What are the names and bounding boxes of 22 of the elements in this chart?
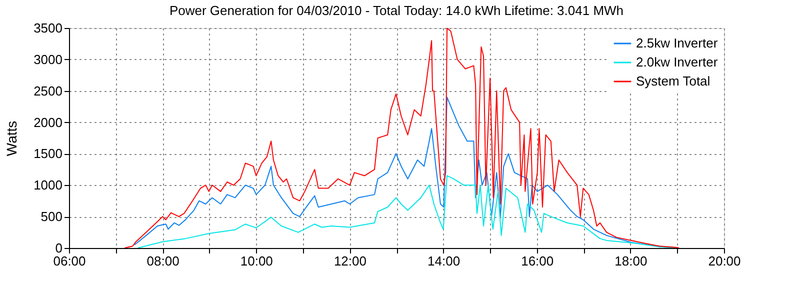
x-tick-label: 20:00	[708, 254, 741, 268]
y-tick-label: 3500	[34, 20, 62, 36]
x-tick-label: 14:00	[428, 254, 460, 268]
x-tick-label: 10:00	[240, 254, 273, 268]
legend-label: System Total	[636, 74, 710, 88]
y-tick-label: 1500	[34, 146, 62, 162]
y-axis-title: Watts	[4, 120, 20, 156]
legend-label: 2.5kw Inverter	[636, 36, 718, 50]
x-tick-label: 18:00	[614, 254, 648, 268]
y-tick-label: 2000	[34, 114, 62, 130]
legend-label: 2.0kw Inverter	[636, 54, 718, 70]
y-tick-label: 500	[40, 209, 62, 224]
y-tick-label: 1000	[34, 178, 62, 193]
line-series	[137, 175, 676, 248]
x-tick-label: 12:00	[334, 254, 366, 268]
chart-title: Power Generation for 04/03/2010 - Total Today: 14.0 kWh Lifetime: 3.041 MWh	[169, 3, 624, 18]
x-tick-label: 06:00	[53, 254, 86, 268]
y-tick-label: 0	[55, 240, 62, 256]
y-tick-label: 2500	[34, 83, 62, 98]
x-tick-label: 16:00	[521, 254, 554, 268]
x-tick-label: 08:00	[146, 254, 180, 268]
y-tick-label: 3000	[34, 52, 62, 67]
